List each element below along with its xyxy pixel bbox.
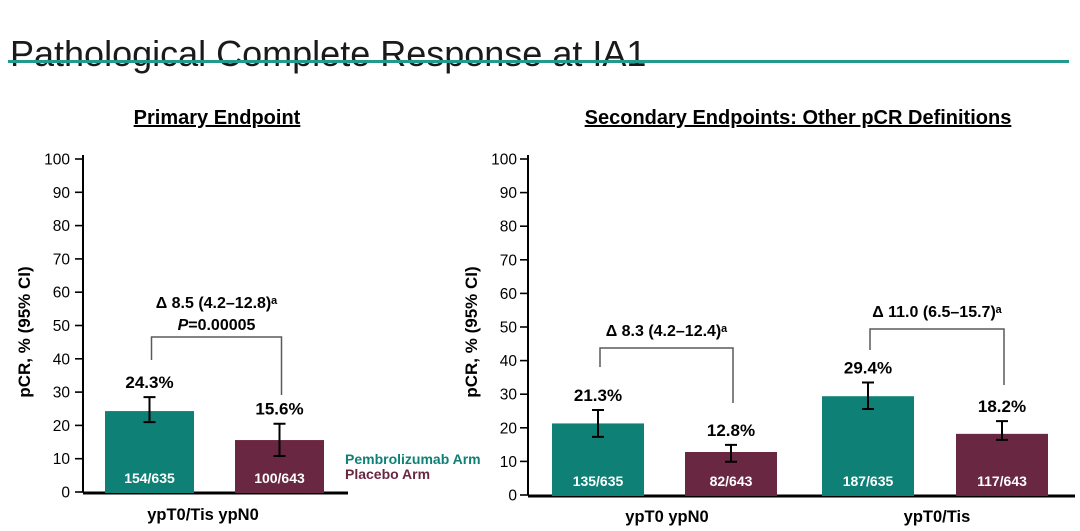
y-tick-label-30: 30 <box>53 385 71 402</box>
bar-pembrolizumab-arm-ypt0-tis <box>822 396 914 496</box>
y-tick-label-100: 100 <box>44 152 70 169</box>
count-label-pembrolizumab-arm-1: 187/635 <box>843 473 894 489</box>
bar-placebo-arm-ypt0-tis <box>956 433 1048 496</box>
error-bar-placebo-arm-0 <box>725 443 737 463</box>
error-bar-placebo-arm-1 <box>996 420 1008 441</box>
y-tick-label-90: 90 <box>500 185 518 202</box>
x-category-label-ypt0-tis: ypT0/Tis <box>904 508 971 526</box>
y-tick-label-10: 10 <box>500 454 518 471</box>
error-bar-pembrolizumab-arm-0 <box>592 408 604 438</box>
count-label-placebo-arm-0: 100/643 <box>254 470 305 486</box>
primary-endpoint-heading: Primary Endpoint <box>133 106 301 129</box>
comparison-bracket-0 <box>150 336 283 395</box>
y-tick-label-20: 20 <box>500 420 518 437</box>
y-tick-label-70: 70 <box>53 251 71 268</box>
chart-canvas-0: 0 10 20 30 40 50 60 70 80 90 100 pCR, % (95% CI) 154… <box>15 152 348 524</box>
count-label-placebo-arm-1: 117/643 <box>977 473 1027 489</box>
legend-placebo-arm: Placebo Arm <box>345 465 431 482</box>
y-tick-label-70: 70 <box>500 252 518 269</box>
y-tick-label-100: 100 <box>491 152 517 169</box>
count-label-placebo-arm-0: 82/643 <box>710 473 753 489</box>
chart-canvas-1: 0 10 20 30 40 50 60 70 80 90 100 pCR, % (95% CI) 135… <box>462 152 1075 526</box>
delta-annotation-1: Δ 11.0 (6.5–15.7)ᵃ <box>872 304 1002 321</box>
value-label-pembrolizumab-arm-0: 21.3% <box>574 386 622 405</box>
y-tick-label-40: 40 <box>500 353 518 370</box>
x-category-label-ypt0-ypn0: ypT0 ypN0 <box>625 508 708 526</box>
y-tick-label-60: 60 <box>500 286 518 303</box>
chart-legend: Pembrolizumab Arm Placebo Arm <box>345 452 481 481</box>
delta-annotation-0: Δ 8.3 (4.2–12.4)ᵃ <box>606 323 728 340</box>
bar-pembrolizumab-arm-ypt0-tis-ypn0 <box>105 411 194 493</box>
legend-pembrolizumab-arm: Pembrolizumab Arm <box>345 451 481 467</box>
primary-endpoint-chart: 0 10 20 30 40 50 60 70 80 90 100 pCR, % (95% CI) 154… <box>0 140 455 531</box>
y-tick-label-0: 0 <box>61 485 70 502</box>
error-bar-pembrolizumab-arm-1 <box>862 381 874 410</box>
y-tick-label-40: 40 <box>53 351 71 368</box>
y-axis-title: pCR, % (95% CI) <box>462 266 481 397</box>
value-label-placebo-arm-1: 18.2% <box>978 397 1026 416</box>
page-title: Pathological Complete Response at IA1 <box>10 33 647 75</box>
value-label-placebo-arm-0: 12.8% <box>707 421 755 440</box>
y-tick-label-50: 50 <box>53 318 71 335</box>
value-label-placebo-arm-0: 15.6% <box>255 400 303 419</box>
comparison-bracket-1 <box>869 328 1005 385</box>
error-bar-pembrolizumab-arm-0 <box>143 396 156 424</box>
count-label-pembrolizumab-arm-0: 135/635 <box>573 473 624 489</box>
title-divider <box>8 60 1069 63</box>
comparison-bracket-0 <box>599 347 734 403</box>
count-label-pembrolizumab-arm-0: 154/635 <box>124 470 175 486</box>
y-tick-label-50: 50 <box>500 320 518 337</box>
x-category-label-ypt0-tis-ypn0: ypT0/Tis ypN0 <box>147 506 259 524</box>
y-tick-label-90: 90 <box>53 185 71 202</box>
y-tick-label-60: 60 <box>53 285 71 302</box>
y-tick-label-0: 0 <box>508 488 517 505</box>
delta-annotation-0: Δ 8.5 (4.2–12.8)ᵃ <box>156 295 278 312</box>
secondary-endpoints-heading: Secondary Endpoints: Other pCR Definitio… <box>584 106 1012 129</box>
p-value-annotation-0: P=0.00005 <box>178 317 256 334</box>
value-label-pembrolizumab-arm-1: 29.4% <box>844 358 892 377</box>
y-tick-label-30: 30 <box>500 387 518 404</box>
y-tick-label-10: 10 <box>53 451 71 468</box>
secondary-endpoints-chart: 0 10 20 30 40 50 60 70 80 90 100 pCR, % (95% CI) 135… <box>455 140 1080 531</box>
y-tick-label-80: 80 <box>500 219 518 236</box>
y-tick-label-80: 80 <box>53 218 71 235</box>
error-bar-placebo-arm-0 <box>273 422 286 458</box>
value-label-pembrolizumab-arm-0: 24.3% <box>125 373 173 392</box>
y-axis-title: pCR, % (95% CI) <box>15 266 34 397</box>
y-tick-label-20: 20 <box>53 418 71 435</box>
